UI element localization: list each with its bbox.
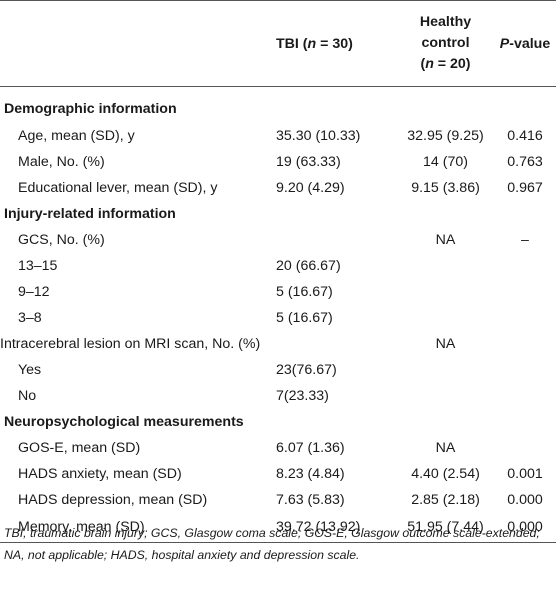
cell-tbi: 6.07 (1.36) [276,439,345,456]
cell-healthy-control [397,305,494,331]
row-label: GCS, No. (%) [18,231,105,248]
section-row: Neuropsychological measurements [0,409,556,435]
header-healthy-line3: (n = 20) [420,56,471,72]
row-label: 9–12 [18,283,50,300]
section-row: Injury-related information [0,201,556,227]
cell-healthy-control [397,357,494,383]
cell-p-value [494,435,556,461]
section-row: Demographic information [0,87,556,123]
header-blank [0,0,266,87]
cell-tbi: 5 (16.67) [276,283,333,300]
table-row: Educational lever, mean (SD), y 9.20 (4.2… [0,175,556,201]
header-p-value: P-value [494,0,556,87]
header-tbi: TBI (n = 30) [266,0,397,87]
table-row: Memory, mean (SD) 39.72 (13.92) 51.95 (7.4… [0,512,556,543]
cell-tbi: 7.63 (5.83) [276,491,345,508]
cell-tbi: 9.20 (4.29) [276,179,345,196]
cell-healthy-control: 14 (70) [423,153,468,170]
cell-tbi: 20 (66.67) [276,257,341,274]
header-healthy-line1: Healthy [419,14,472,30]
cell-tbi: 5 (16.67) [276,309,333,326]
row-label: Memory, mean (SD) [0,512,266,543]
cell-tbi: 35.30 (10.33) [276,127,361,144]
cell-healthy-control: 9.15 (3.86) [411,179,480,196]
table-row: 13–15 20 (66.67) [0,253,556,279]
cell-tbi: 23(76.67) [276,361,337,378]
table-row: GCS, No. (%) NA – [0,227,556,253]
table-row: HADS depression, mean (SD) 7.63 (5.83) 2.8… [0,487,556,513]
section-title: Demographic information [4,100,177,117]
cell-p-value: 0.763 [507,153,543,170]
cell-p-value [494,383,556,409]
row-label: Yes [18,361,42,378]
cell-p-value: 0.967 [507,179,543,196]
cell-healthy-control: 32.95 (9.25) [407,127,484,144]
row-label: GOS-E, mean (SD) [18,439,141,456]
cell-tbi: 19 (63.33) [276,153,341,170]
row-label: Intracerebral lesion on MRI scan, No. (%… [0,335,261,352]
cell-tbi [266,331,397,357]
demographics-table: TBI (n = 30) Healthy control (n = 20) P-… [0,0,556,543]
cell-healthy-control: 4.40 (2.54) [411,465,480,482]
table-row: Yes 23(76.67) [0,357,556,383]
cell-p-value [494,331,556,357]
table-row: 3–8 5 (16.67) [0,305,556,331]
section-title: Injury-related information [4,205,176,222]
cell-tbi: 39.72 (13.92) [266,512,397,543]
row-label: Age, mean (SD), y [18,127,135,144]
row-label: HADS anxiety, mean (SD) [18,465,182,482]
cell-healthy-control: NA [435,439,456,456]
cell-healthy-control [397,383,494,409]
cell-tbi [266,227,397,253]
cell-p-value [494,305,556,331]
header-healthy-control: Healthy control (n = 20) [397,0,494,87]
cell-p-value: – [521,231,529,248]
cell-p-value [494,357,556,383]
cell-p-value [494,279,556,305]
row-label: No [18,387,37,404]
table-row: No 7(23.33) [0,383,556,409]
table-row: Age, mean (SD), y 35.30 (10.33) 32.95 (9.2… [0,123,556,149]
cell-p-value: 0.000 [507,491,543,508]
table-row: HADS anxiety, mean (SD) 8.23 (4.84) 4.40 (… [0,461,556,487]
row-label: 3–8 [18,309,42,326]
table-header-row: TBI (n = 30) Healthy control (n = 20) P-… [0,0,556,87]
table-footnote: TBI, traumatic brain injury; GCS, Glasgo… [4,526,540,562]
cell-healthy-control: NA [435,335,456,352]
table-row: 9–12 5 (16.67) [0,279,556,305]
cell-p-value: 0.416 [507,127,543,144]
table-row: Intracerebral lesion on MRI scan, No. (%… [0,331,556,357]
section-title: Neuropsychological measurements [4,413,244,430]
table-row: Male, No. (%) 19 (63.33) 14 (70) 0.763 [0,149,556,175]
cell-healthy-control [397,279,494,305]
table-row: GOS-E, mean (SD) 6.07 (1.36) NA [0,435,556,461]
row-label: Educational lever, mean (SD), y [18,179,218,196]
row-label: 13–15 [18,257,58,274]
cell-healthy-control: 2.85 (2.18) [411,491,480,508]
cell-healthy-control [397,253,494,279]
cell-p-value [494,253,556,279]
cell-p-value: 0.000 [494,512,556,543]
cell-healthy-control: NA [435,231,456,248]
row-label: HADS depression, mean (SD) [18,491,208,508]
header-healthy-line2: control [421,35,470,51]
table-body: Demographic information Age, mean (SD), y… [0,87,556,543]
row-label: Male, No. (%) [18,153,105,170]
cell-tbi: 8.23 (4.84) [276,465,345,482]
cell-tbi: 7(23.33) [276,387,329,404]
cell-p-value: 0.001 [507,465,543,482]
cell-healthy-control: 51.95 (7.44) [397,512,494,543]
